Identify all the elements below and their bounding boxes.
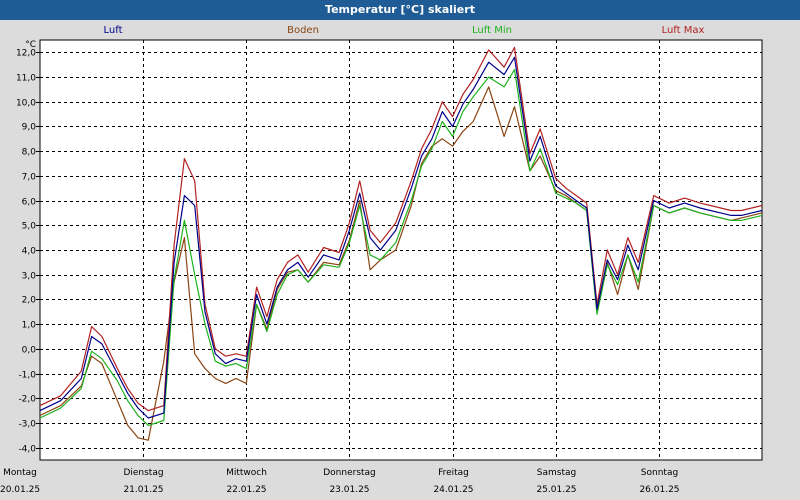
y-tick-label: 0,0: [22, 346, 37, 356]
y-tick-label: 8,0: [22, 148, 37, 158]
series-line-luft: [39, 56, 763, 419]
x-tick-date: 22.01.25: [226, 485, 266, 495]
y-axis-label: °C: [25, 40, 36, 50]
y-tick-label: 3,0: [22, 272, 37, 282]
series-line-luft-min: [39, 68, 763, 426]
x-tick-day: Freitag: [438, 468, 469, 478]
y-tick-label: 10,0: [16, 99, 36, 109]
y-tick-label: 1,0: [22, 321, 37, 331]
y-tick-label: 11,0: [16, 74, 36, 84]
y-tick-label: 2,0: [22, 296, 37, 306]
series-line-boden: [39, 86, 763, 441]
legend-luft-max: Luft Max: [661, 25, 705, 36]
y-tick-label: -3,0: [18, 420, 36, 430]
x-tick-date: 21.01.25: [123, 485, 163, 495]
series-line-luft-max: [39, 46, 763, 412]
x-tick-date: 20.01.25: [0, 485, 40, 495]
y-tick-label: 6,0: [22, 198, 37, 208]
y-tick-label: 12,0: [16, 49, 36, 59]
y-tick-label: 9,0: [22, 123, 37, 133]
y-tick-label: 5,0: [22, 222, 37, 232]
x-tick-day: Samstag: [537, 468, 576, 478]
x-tick-day: Montag: [3, 468, 37, 478]
y-tick-label: -4,0: [18, 445, 36, 455]
y-tick-label: 4,0: [22, 247, 37, 257]
x-tick-day: Sonntag: [641, 468, 678, 478]
x-tick-date: 26.01.25: [639, 485, 679, 495]
x-tick-date: 25.01.25: [536, 485, 576, 495]
y-tick-label: -1,0: [18, 371, 36, 381]
x-tick-day: Dienstag: [123, 468, 163, 478]
y-tick-label: 7,0: [22, 173, 37, 183]
x-tick-day: Mittwoch: [226, 468, 267, 478]
legend-luft-min: Luft Min: [472, 25, 512, 36]
x-tick-date: 23.01.25: [329, 485, 369, 495]
legend-luft: Luft: [103, 25, 123, 36]
legend-boden: Boden: [287, 25, 319, 36]
y-tick-label: -2,0: [18, 395, 36, 405]
x-tick-day: Donnerstag: [323, 468, 376, 478]
chart-title: Temperatur [°C] skaliert: [0, 0, 800, 20]
x-tick-date: 24.01.25: [433, 485, 473, 495]
